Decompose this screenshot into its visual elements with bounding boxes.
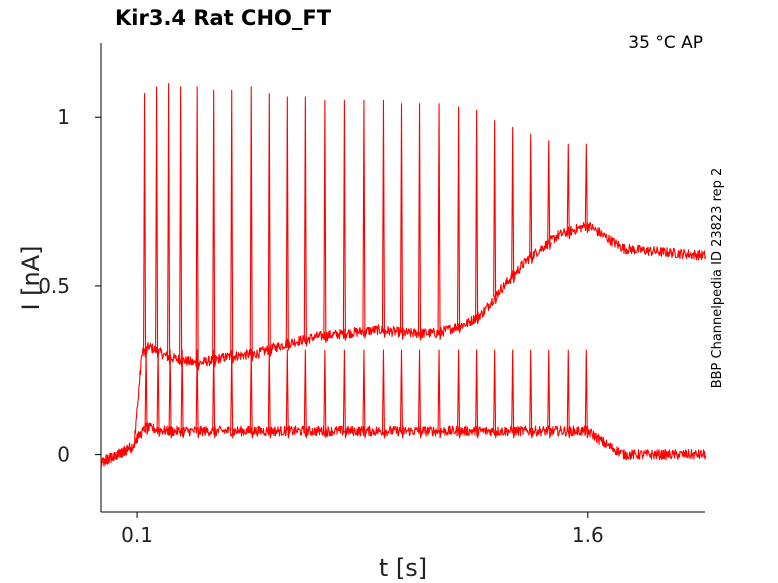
spike-s1-2 — [155, 86, 160, 359]
spike-s2-20 — [475, 349, 480, 439]
spike-s1-15 — [381, 99, 387, 338]
x-tick-label: 1.6 — [572, 523, 604, 547]
spike-s1-3 — [167, 82, 172, 365]
spike-s2-18 — [437, 349, 443, 439]
spike-s2-5 — [195, 349, 201, 439]
x-tick-label: 0.1 — [121, 523, 153, 547]
spike-s2-21 — [493, 349, 498, 439]
spike-s2-2 — [156, 349, 162, 437]
spike-s1-5 — [195, 86, 201, 371]
trace-series-1 — [100, 221, 707, 468]
spike-s1-20 — [475, 109, 480, 325]
spike-s1-23 — [529, 133, 534, 264]
spike-s2-3 — [168, 349, 174, 439]
spike-s2-16 — [399, 349, 405, 439]
spike-s1-1 — [143, 93, 148, 359]
y-axis-label: I [nA] — [17, 245, 45, 310]
spike-s2-19 — [457, 349, 462, 439]
spike-s2-4 — [180, 349, 186, 439]
current-traces — [100, 82, 707, 468]
spike-s1-26 — [584, 143, 590, 234]
spike-s2-6 — [212, 349, 217, 439]
spike-s1-7 — [230, 89, 235, 364]
condition-annotation: 35 °C AP — [628, 33, 703, 53]
spike-s2-12 — [323, 349, 328, 439]
spike-s1-21 — [493, 120, 498, 305]
spike-s1-14 — [362, 99, 367, 339]
spike-s2-17 — [417, 349, 423, 439]
spike-s2-25 — [566, 349, 572, 439]
spike-s1-8 — [249, 86, 255, 362]
spike-s2-11 — [303, 349, 309, 439]
spike-s2-9 — [267, 349, 273, 439]
spike-s1-19 — [457, 106, 462, 334]
spike-s1-9 — [267, 93, 273, 357]
spike-s2-13 — [342, 349, 348, 439]
spike-s1-10 — [285, 96, 291, 351]
chart-title: Kir3.4 Rat CHO_FT — [115, 6, 332, 30]
channelpedia-id-label: BBP Channelpedia ID 23823 rep 2 — [710, 168, 725, 389]
spike-s2-1 — [144, 349, 150, 435]
spike-s2-7 — [230, 349, 235, 439]
spike-s1-17 — [417, 103, 423, 341]
spike-s2-23 — [529, 349, 534, 439]
spike-s2-24 — [547, 349, 552, 439]
y-tick-label: 0 — [57, 443, 70, 467]
trace-series-2 — [100, 422, 707, 465]
spike-s1-25 — [566, 143, 572, 240]
spike-s1-13 — [342, 99, 348, 341]
spike-s1-6 — [212, 89, 217, 368]
spike-s1-12 — [323, 99, 328, 344]
spike-s2-15 — [381, 349, 387, 439]
spike-s1-11 — [303, 96, 309, 347]
spike-s2-22 — [511, 349, 516, 439]
spike-s1-4 — [179, 86, 184, 368]
spike-s1-16 — [399, 103, 405, 340]
spike-s1-22 — [511, 126, 516, 284]
spike-s2-10 — [285, 349, 291, 439]
x-axis-label: t [s] — [379, 554, 427, 582]
spike-s1-24 — [547, 140, 552, 250]
y-tick-label: 0.5 — [38, 274, 70, 298]
spike-s1-18 — [437, 103, 443, 340]
y-tick-label: 1 — [57, 105, 70, 129]
spike-s2-14 — [362, 349, 367, 439]
spike-s2-8 — [249, 349, 255, 439]
x-ticks: 0.1 1.6 — [121, 512, 604, 547]
spike-s2-26 — [584, 349, 590, 439]
y-ticks: 00.51 — [38, 105, 101, 467]
